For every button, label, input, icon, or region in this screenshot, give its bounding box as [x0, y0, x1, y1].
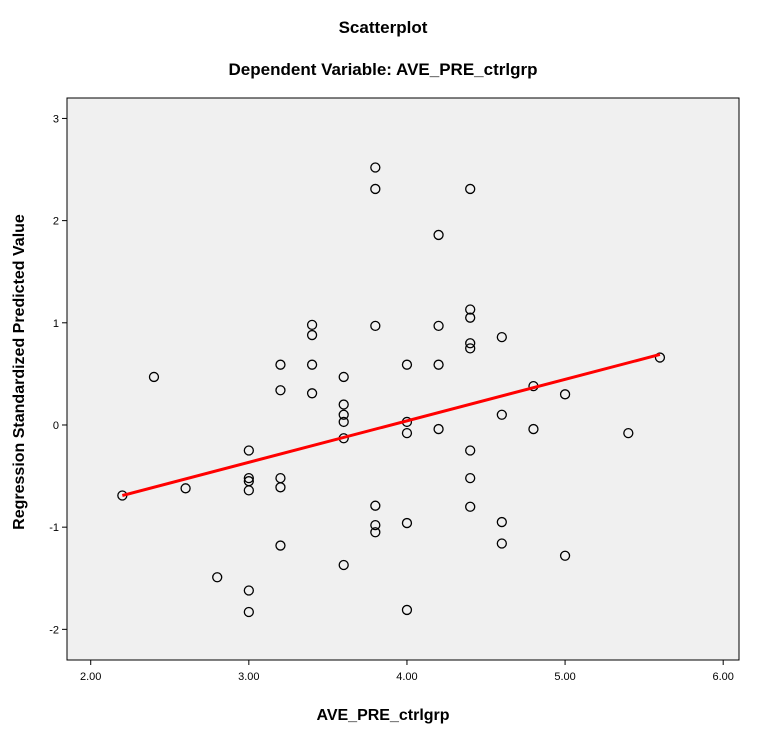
y-tick-label: 1: [53, 318, 59, 330]
scatter-point: [623, 428, 634, 439]
scatter-point: [306, 329, 318, 341]
scatter-point: [370, 500, 381, 511]
scatter-point: [370, 183, 381, 195]
scatter-point: [433, 359, 444, 370]
y-axis-title: Regression Standardized Predicted Value: [11, 214, 28, 530]
scatter-point: [212, 572, 223, 583]
scatter-point: [465, 183, 476, 195]
x-tick-label: 5.00: [554, 671, 575, 683]
scatter-point: [401, 604, 413, 616]
x-axis-title: AVE_PRE_ctrlgrp: [316, 707, 449, 724]
x-tick-label: 3.00: [238, 671, 259, 683]
x-tick-label: 6.00: [712, 671, 733, 683]
scatter-point: [465, 445, 476, 456]
scatter-point: [401, 428, 413, 439]
scatter-point: [528, 423, 539, 435]
data-points: [117, 162, 666, 618]
x-axis: 2.00 3.00 4.00 5.00 6.00: [80, 660, 734, 683]
y-tick-label: 3: [53, 113, 59, 125]
scatter-point: [401, 359, 413, 370]
x-tick-label: 2.00: [80, 671, 101, 683]
scatter-point: [275, 385, 286, 396]
scatter-point: [496, 516, 507, 528]
scatter-point: [275, 359, 286, 370]
scatter-point: [496, 538, 507, 549]
scatter-point: [243, 585, 254, 596]
scatter-point: [243, 472, 254, 484]
scatter-point: [243, 485, 254, 496]
scatter-point: [306, 388, 318, 399]
scatter-point: [465, 312, 476, 323]
fit-line: [121, 353, 661, 497]
scatter-point: [180, 483, 191, 494]
y-tick-label: -1: [49, 522, 59, 534]
scatter-point: [559, 389, 571, 400]
scatter-point: [338, 371, 349, 383]
scatter-point: [465, 304, 476, 315]
scatter-point: [306, 359, 318, 370]
x-tick-label: 4.00: [396, 671, 417, 683]
scatter-point: [401, 517, 413, 529]
scatter-point: [654, 352, 666, 363]
scatter-point: [338, 559, 349, 571]
y-tick-label: -2: [49, 624, 59, 636]
chart-title: Scatterplot: [339, 18, 428, 37]
scatter-point: [275, 540, 286, 551]
scatter-point: [559, 550, 571, 561]
scatter-point: [433, 423, 444, 435]
scatter-point: [370, 527, 381, 538]
plot-area: [66, 97, 740, 661]
scatter-point: [465, 501, 476, 512]
scatter-point: [465, 338, 476, 349]
y-tick-label: 2: [53, 216, 59, 228]
scatter-point: [338, 399, 349, 410]
scatter-point: [496, 409, 507, 420]
scatter-point: [243, 606, 254, 618]
scatter-point: [370, 519, 381, 531]
y-axis: -2 -1 0 1 2 3: [49, 113, 67, 636]
scatter-point: [275, 482, 286, 493]
scatter-point: [306, 319, 318, 330]
y-tick-label: 0: [53, 420, 59, 432]
scatter-point: [338, 409, 349, 420]
scatter-point: [465, 343, 476, 354]
chart-subtitle: Dependent Variable: AVE_PRE_ctrlgrp: [229, 60, 538, 79]
scatter-point: [148, 371, 160, 383]
scatter-point: [370, 162, 381, 173]
scatter-point: [243, 445, 254, 456]
scatter-point: [433, 229, 444, 241]
scatter-point: [338, 416, 349, 428]
scatter-point: [370, 320, 381, 332]
scatter-point: [496, 331, 507, 343]
scatter-point: [465, 472, 476, 484]
scatter-point: [433, 320, 444, 332]
